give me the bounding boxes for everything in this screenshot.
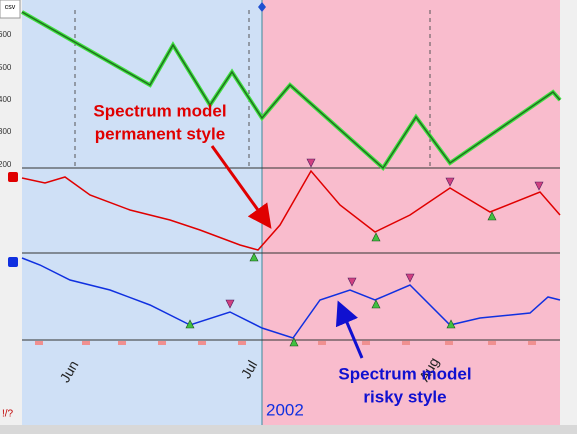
price-axis: 600 500 400 300 200	[0, 30, 12, 169]
price-label: 500	[0, 63, 12, 72]
annotation-line: Spectrum model	[93, 101, 226, 120]
panel-handle[interactable]	[8, 257, 18, 267]
price-label: 200	[0, 160, 12, 169]
today-marker[interactable]	[258, 2, 266, 12]
buy-signals	[185, 211, 497, 347]
zigzag-core	[21, 11, 561, 170]
panel-handle[interactable]	[8, 172, 18, 182]
future-region	[262, 0, 560, 425]
annotation-line: risky style	[363, 387, 446, 406]
price-label: 600	[0, 30, 12, 39]
permanent-curve	[21, 169, 561, 251]
day-ticks	[35, 341, 536, 345]
sell-signals	[225, 158, 544, 309]
csv-label: csv	[5, 4, 16, 11]
month-label: Jul	[237, 358, 260, 382]
scrollbar[interactable]	[0, 425, 577, 434]
price-label: 300	[0, 127, 12, 136]
dividers	[74, 10, 431, 168]
annotation-line: permanent style	[95, 124, 225, 143]
risky-curve	[21, 257, 561, 339]
annotation-line: Spectrum model	[338, 364, 471, 383]
year-label: 2002	[266, 400, 304, 419]
price-label: 400	[0, 95, 12, 104]
csv-button[interactable]	[0, 0, 21, 19]
annotation-arrow	[210, 145, 272, 229]
annotation-arrow	[335, 300, 364, 359]
status-text: !/?	[2, 409, 14, 420]
